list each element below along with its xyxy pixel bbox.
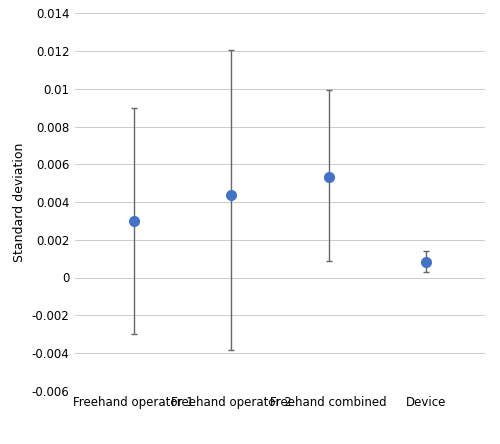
Y-axis label: Standard deviation: Standard deviation bbox=[13, 143, 26, 262]
